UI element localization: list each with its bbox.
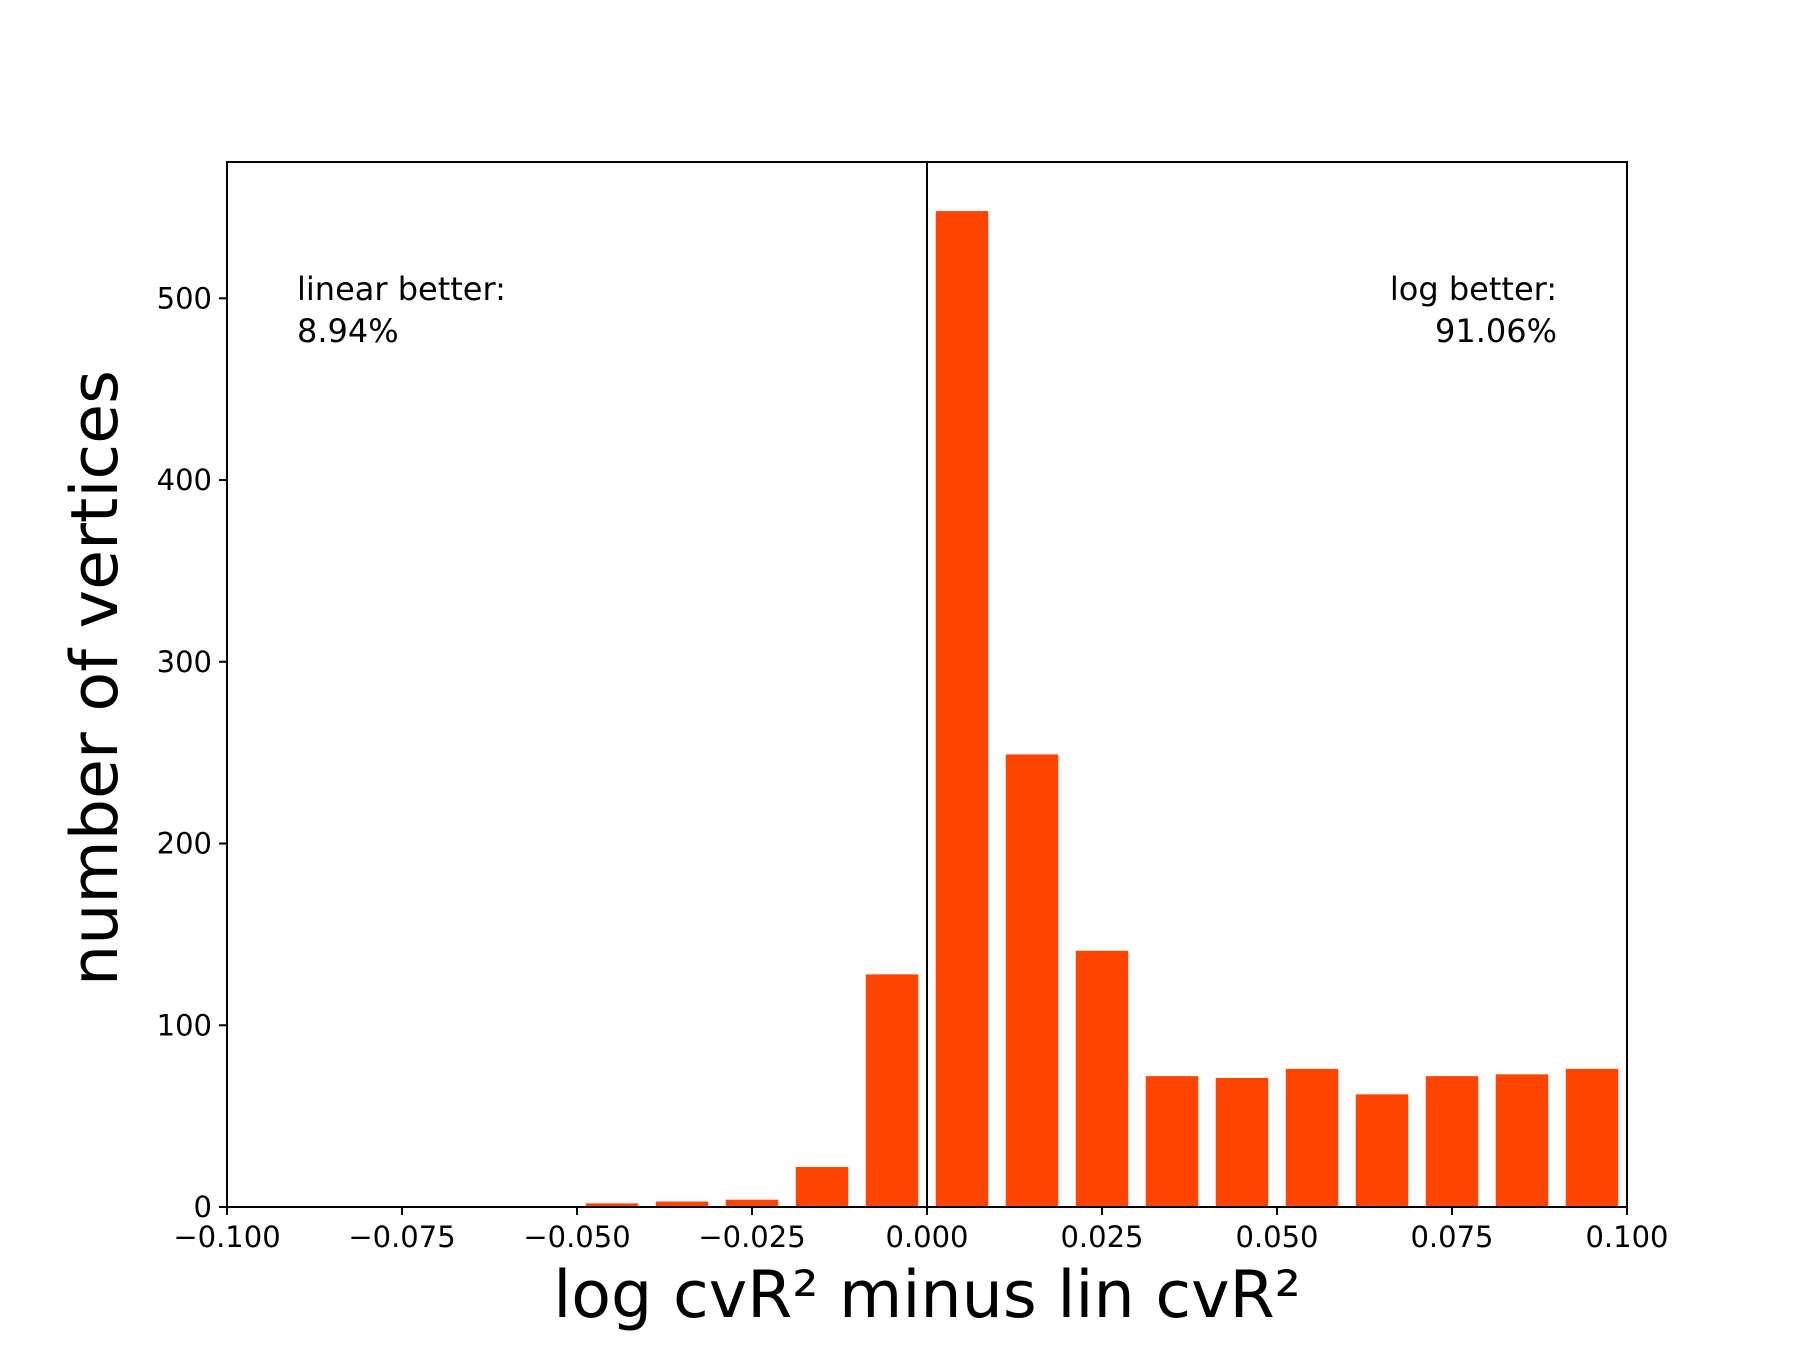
histogram-bar <box>1005 754 1059 1207</box>
x-axis-title: log cvR² minus lin cvR² <box>553 1258 1301 1333</box>
y-axis-ticks: 0 100 200 300 400 500 <box>157 281 227 1224</box>
x-tick-label: −0.075 <box>348 1220 455 1254</box>
x-tick-label: −0.050 <box>523 1220 630 1254</box>
histogram-bar <box>1285 1068 1339 1207</box>
annotation-right-line2: 91.06% <box>1435 312 1557 350</box>
histogram-bar <box>1565 1068 1619 1207</box>
histogram-bar <box>585 1203 639 1207</box>
y-tick-label: 200 <box>157 827 212 861</box>
y-tick-label: 300 <box>157 645 212 679</box>
y-axis-title: number of vertices <box>58 370 133 986</box>
histogram-bar <box>1145 1076 1199 1207</box>
histogram-bar <box>1355 1094 1409 1207</box>
y-tick-label: 100 <box>157 1008 212 1042</box>
y-tick-label: 500 <box>157 281 212 315</box>
x-tick-label: 0.050 <box>1235 1220 1318 1254</box>
x-tick-label: 0.025 <box>1060 1220 1143 1254</box>
histogram-bar <box>655 1201 709 1207</box>
histogram-bar <box>1495 1074 1549 1207</box>
x-tick-label: 0.000 <box>885 1220 968 1254</box>
histogram-bar <box>795 1167 849 1207</box>
y-tick-label: 400 <box>157 463 212 497</box>
histogram-bar <box>725 1199 779 1207</box>
bars-layer <box>585 211 1619 1207</box>
histogram-bar <box>865 974 919 1207</box>
x-tick-label: 0.075 <box>1410 1220 1493 1254</box>
histogram-bar <box>1425 1076 1479 1207</box>
histogram-bar <box>1215 1077 1269 1207</box>
y-tick-label: 0 <box>194 1190 212 1224</box>
x-tick-label: −0.025 <box>698 1220 805 1254</box>
x-tick-label: −0.100 <box>173 1220 280 1254</box>
annotation-right-line1: log better: <box>1390 270 1557 308</box>
annotation-left-line2: 8.94% <box>297 312 399 350</box>
x-tick-label: 0.100 <box>1585 1220 1668 1254</box>
annotation-left-line1: linear better: <box>297 270 506 308</box>
x-axis-ticks: −0.100 −0.075 −0.050 −0.025 0.000 0.025 0.050 0… <box>173 1207 1669 1254</box>
histogram-bar <box>1075 950 1129 1207</box>
histogram-bar <box>935 211 989 1207</box>
